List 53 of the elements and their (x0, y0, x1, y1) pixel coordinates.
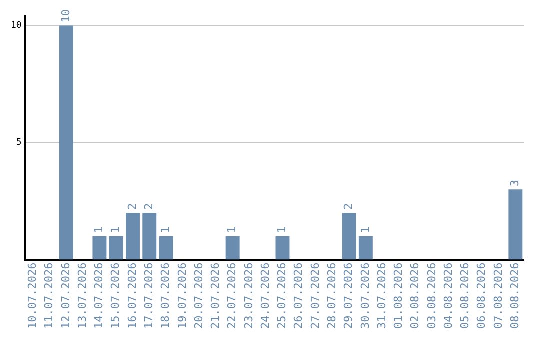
data-label: 1 (159, 226, 172, 234)
x-tick-label: 19.07.2026 (176, 262, 189, 330)
x-tick-label: 06.08.2026 (475, 262, 488, 330)
x-tick-label: 14.07.2026 (92, 262, 106, 330)
bar (142, 212, 157, 260)
data-label: 10 (59, 10, 72, 23)
x-tick-label: 22.07.2026 (226, 262, 239, 330)
x-tick-label: 03.08.2026 (425, 262, 438, 330)
data-label: 2 (142, 203, 156, 210)
x-tick-label: 02.08.2026 (408, 262, 422, 330)
x-tick-label: 05.08.2026 (458, 262, 472, 330)
bar (226, 236, 240, 260)
data-label: 3 (508, 180, 522, 187)
x-tick-label: 26.07.2026 (292, 262, 306, 330)
bar (276, 236, 290, 260)
bar (126, 212, 140, 260)
x-tick-label: 13.07.2026 (76, 262, 89, 330)
x-tick-label: 25.07.2026 (276, 262, 289, 330)
data-label: 1 (92, 226, 106, 234)
x-tick-label: 08.08.2026 (508, 262, 522, 330)
x-tick-label: 10.07.2026 (26, 262, 40, 330)
data-label: 2 (126, 203, 139, 210)
bar (342, 212, 356, 260)
x-tick-label: 07.08.2026 (492, 262, 505, 330)
x-tick-label: 01.08.2026 (392, 262, 406, 330)
data-label: 1 (358, 226, 372, 234)
bar (508, 190, 523, 260)
x-tick-label: 16.07.2026 (126, 262, 139, 330)
x-tick-label: 31.07.2026 (375, 262, 388, 330)
bar (109, 236, 124, 260)
data-label: 1 (109, 226, 122, 234)
x-tick-label: 11.07.2026 (42, 262, 56, 330)
x-tick-label: 15.07.2026 (109, 262, 122, 330)
x-tick-label: 28.07.2026 (326, 262, 339, 330)
y-tick-label: 5 (16, 138, 22, 148)
bar (92, 236, 107, 260)
bar (358, 236, 373, 260)
data-label: 1 (276, 226, 289, 234)
data-label: 1 (226, 226, 239, 234)
x-tick-label: 04.08.2026 (442, 262, 455, 330)
bar (59, 26, 74, 260)
x-tick-label: 12.07.2026 (59, 262, 72, 330)
x-tick-label: 18.07.2026 (159, 262, 172, 330)
x-tick-label: 27.07.2026 (308, 262, 322, 330)
x-tick-label: 17.07.2026 (142, 262, 156, 330)
x-tick-label: 23.07.2026 (242, 262, 256, 330)
x-tick-label: 29.07.2026 (342, 262, 356, 330)
bar (159, 236, 174, 260)
x-tick-label: 30.07.2026 (358, 262, 372, 330)
x-tick-label: 24.07.2026 (258, 262, 272, 330)
x-tick-label: 20.07.2026 (192, 262, 206, 330)
x-tick-label: 21.07.2026 (209, 262, 222, 330)
data-label: 2 (342, 203, 356, 210)
